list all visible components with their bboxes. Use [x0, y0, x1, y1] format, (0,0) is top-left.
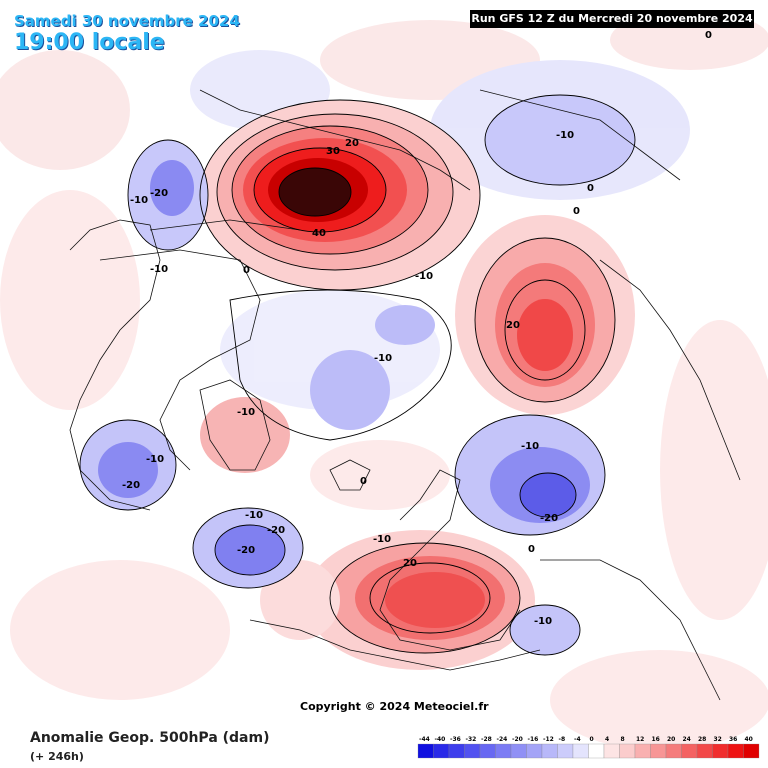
- chart-title: Anomalie Geop. 500hPa (dam): [30, 730, 270, 746]
- legend-tick-label: 12: [636, 736, 644, 743]
- legend-tick-label: -16: [528, 736, 539, 743]
- forecast-time: 19:00 locale: [14, 30, 165, 55]
- legend-swatch: [603, 743, 620, 759]
- contour-label: -20: [267, 525, 285, 536]
- coastlines: [69, 89, 741, 701]
- legend-tick-label: -32: [466, 736, 477, 743]
- legend-tick-label: -20: [512, 736, 523, 743]
- forecast-lead-time: (+ 246h): [30, 750, 84, 763]
- negative-anomaly-north-america: [80, 420, 176, 510]
- contour-label: 30: [326, 146, 340, 157]
- contour-label: 0: [705, 30, 712, 41]
- legend-tick-label: 32: [714, 736, 722, 743]
- legend-tick-label: -44: [419, 736, 430, 743]
- legend-swatch: [464, 743, 481, 759]
- contour-label: -10: [534, 616, 552, 627]
- legend-swatch: [588, 743, 605, 759]
- positive-anomaly-europe: [305, 530, 535, 670]
- legend-swatch: [696, 743, 713, 759]
- legend-tick-label: -28: [481, 736, 492, 743]
- legend-swatch: [495, 743, 512, 759]
- negative-anomaly-pacific-nw: [128, 140, 208, 250]
- contour-label: 0: [528, 544, 535, 555]
- legend-tick-label: -8: [559, 736, 566, 743]
- legend-tick-label: 36: [729, 736, 737, 743]
- legend-swatch: [572, 743, 589, 759]
- legend-swatch: [712, 743, 729, 759]
- contour-label: -10: [373, 534, 391, 545]
- contour-label: -10: [521, 441, 539, 452]
- legend-tick-label: -40: [435, 736, 446, 743]
- contour-lines: [79, 94, 636, 656]
- legend-tick-label: 16: [652, 736, 660, 743]
- contour-label: -20: [540, 513, 558, 524]
- legend-swatch: [743, 743, 760, 759]
- legend-tick-label: 40: [745, 736, 753, 743]
- legend-swatch: [526, 743, 543, 759]
- run-info: Run GFS 12 Z du Mercredi 20 novembre 202…: [470, 10, 754, 28]
- positive-anomaly-pacific: [200, 100, 480, 290]
- contour-label: -20: [150, 188, 168, 199]
- legend-tick-label: -24: [497, 736, 508, 743]
- contour-label: -10: [146, 454, 164, 465]
- legend-tick-label: 8: [621, 736, 625, 743]
- contour-label: -10: [374, 353, 392, 364]
- legend-swatch: [681, 743, 698, 759]
- legend-swatch: [417, 743, 434, 759]
- negative-anomaly-west-atlantic: [193, 508, 303, 588]
- legend-tick-label: 28: [698, 736, 706, 743]
- contour-label: -10: [150, 264, 168, 275]
- legend-tick-label: -4: [574, 736, 581, 743]
- contour-label: -10: [130, 195, 148, 206]
- legend-tick-label: -12: [543, 736, 554, 743]
- negative-anomaly-east-asia: [485, 95, 635, 185]
- legend-swatch: [510, 743, 527, 759]
- legend-swatch: [479, 743, 496, 759]
- contour-label: 0: [360, 476, 367, 487]
- contour-label: -20: [237, 545, 255, 556]
- legend-swatch: [541, 743, 558, 759]
- contour-label: 0: [573, 206, 580, 217]
- legend-swatch: [448, 743, 465, 759]
- negative-anomaly-middle-east: [510, 605, 580, 655]
- legend-swatch: [650, 743, 667, 759]
- contour-label: 20: [403, 558, 417, 569]
- contour-label: -10: [556, 130, 574, 141]
- contour-label: -10: [245, 510, 263, 521]
- legend-swatch: [557, 743, 574, 759]
- copyright: Copyright © 2024 Meteociel.fr: [300, 700, 489, 713]
- contour-label: 40: [312, 228, 326, 239]
- contour-label: -10: [237, 407, 255, 418]
- contour-labels: -10 -20 -10 0 30 20 40 -10 0 0 -10 20 -1…: [122, 30, 712, 627]
- positive-anomaly-siberia: [455, 215, 635, 415]
- legend-swatch: [727, 743, 744, 759]
- contour-label: 20: [345, 138, 359, 149]
- legend-tick-label: 20: [667, 736, 675, 743]
- legend-swatch: [433, 743, 450, 759]
- legend-tick-label: 0: [590, 736, 594, 743]
- contour-label: -10: [415, 271, 433, 282]
- legend-colorbar: -44 -40 -36 -32 -28 -24 -20 -16 -12 -8 -4 0 4 8 12 16 20…: [417, 736, 760, 759]
- negative-anomaly-arctic: [310, 305, 435, 430]
- contour-label: -20: [122, 480, 140, 491]
- legend-tick-label: 24: [683, 736, 691, 743]
- forecast-date: Samedi 30 novembre 2024: [14, 12, 240, 30]
- legend-tick-label: 4: [605, 736, 609, 743]
- legend-swatch: [634, 743, 651, 759]
- legend-swatch: [619, 743, 636, 759]
- contour-label: 20: [506, 320, 520, 331]
- legend-swatch: [665, 743, 682, 759]
- legend-tick-label: -36: [450, 736, 461, 743]
- negative-anomaly-russia: [455, 415, 605, 535]
- contour-label: 0: [243, 265, 250, 276]
- contour-label: 0: [587, 183, 594, 194]
